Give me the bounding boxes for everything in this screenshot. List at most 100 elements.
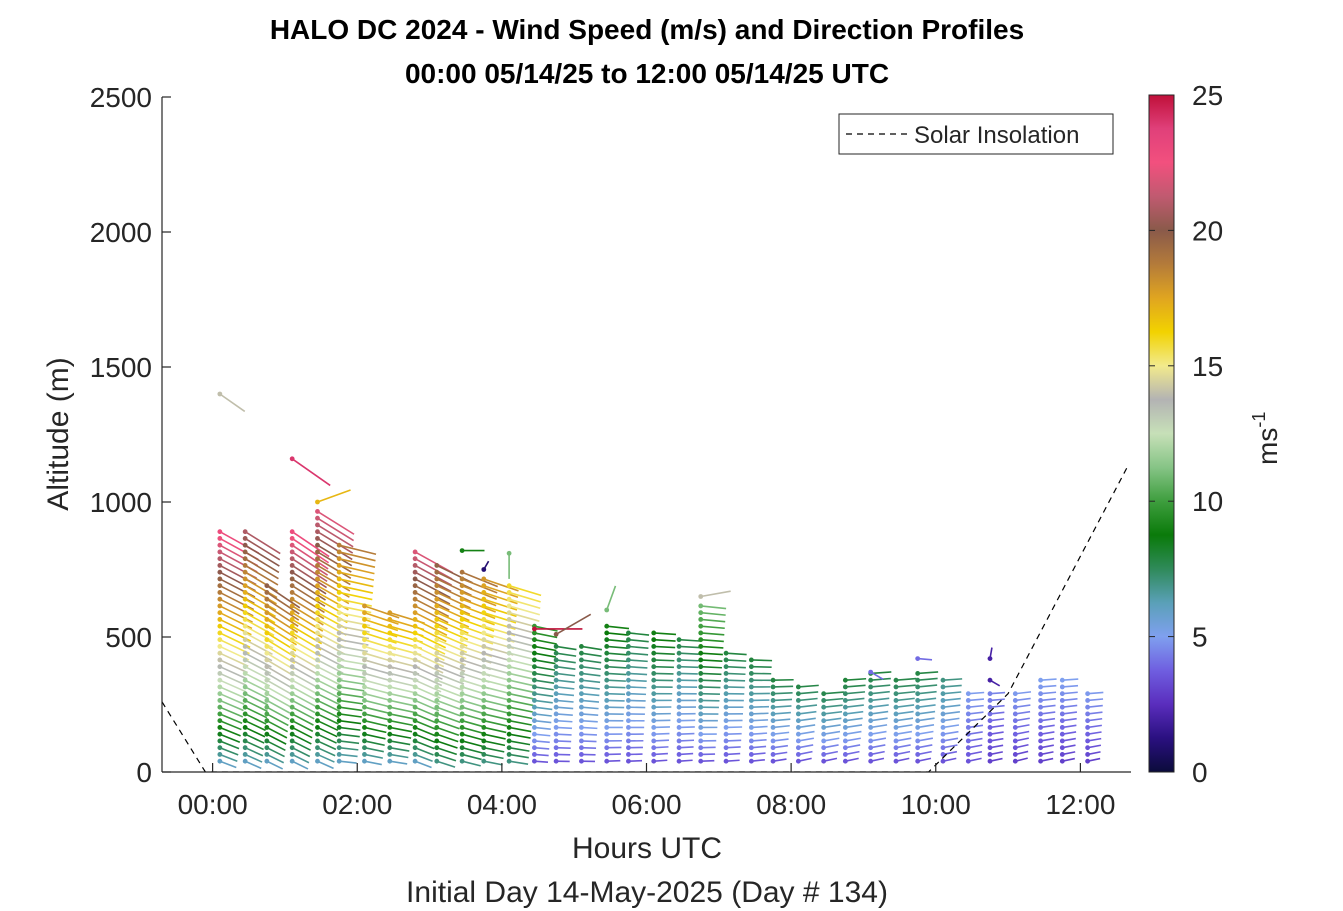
wind-barb-point [676, 691, 682, 697]
wind-barb [266, 693, 291, 708]
wind-barb [917, 717, 935, 722]
wind-barb-point [217, 745, 223, 751]
wind-barb-point [434, 596, 440, 602]
wind-barb-point [651, 725, 657, 730]
wind-barb-point [315, 623, 320, 629]
wind-barb-point [965, 758, 971, 764]
wind-barb [436, 591, 471, 609]
wind-barb-point [987, 691, 993, 697]
wind-barb-point [217, 731, 223, 737]
wind-barb-point [242, 623, 248, 629]
wind-barb [606, 638, 629, 643]
wind-barb-point [748, 677, 754, 683]
wind-barb-point [842, 725, 848, 730]
wind-barb-point [217, 576, 223, 582]
wind-barb-point [217, 542, 223, 548]
wind-barb-point [965, 725, 971, 730]
wind-barb [414, 753, 433, 762]
wind-barb-point [626, 684, 631, 690]
wind-barb-point [315, 691, 320, 697]
wind-barb-point [217, 718, 223, 724]
wind-barb-point [506, 617, 512, 622]
wind-barb [414, 686, 441, 699]
wind-barb-point [1012, 745, 1018, 751]
wind-barb [1015, 697, 1031, 702]
wind-barb [726, 732, 742, 735]
wind-barb-point [242, 731, 248, 737]
wind-barb-point [532, 752, 537, 757]
wind-barb [628, 679, 647, 682]
wind-barb [508, 611, 540, 622]
wind-barb-point [217, 704, 223, 710]
wind-barb-point [987, 698, 993, 703]
wind-barb-point [893, 745, 899, 751]
wind-barb [1015, 691, 1032, 695]
wind-barb-point [579, 731, 584, 737]
wind-barb [508, 719, 532, 726]
wind-barb-point [940, 718, 946, 724]
wind-barb [773, 692, 793, 695]
wind-barb [266, 666, 294, 683]
wind-barb [556, 706, 574, 710]
wind-barb-point [336, 563, 342, 568]
wind-barb-point [604, 650, 610, 656]
wind-barb-point [362, 731, 367, 737]
wind-barb [339, 665, 367, 672]
wind-barb [364, 611, 399, 625]
wind-barb-point [315, 650, 320, 656]
wind-barb-point [387, 644, 393, 649]
wind-barb [653, 632, 677, 636]
wind-barb-point [315, 515, 320, 521]
wind-barb-point [217, 391, 223, 397]
wind-barb [1015, 724, 1030, 729]
wind-barb [339, 706, 363, 712]
wind-barb-point [553, 657, 559, 663]
wind-barb-point [481, 567, 487, 572]
wind-barb [653, 665, 674, 669]
wind-barb [895, 684, 916, 688]
wind-barb-point [676, 752, 682, 757]
wind-barb-point [506, 704, 512, 710]
wind-barb-point [579, 752, 584, 757]
wind-barb-point [289, 549, 295, 555]
wind-barb [726, 665, 746, 669]
wind-barb-point [362, 610, 367, 616]
wind-barb [461, 605, 496, 620]
wind-barb-point [362, 738, 367, 744]
wind-barb-point [481, 664, 487, 670]
wind-barb-point [553, 691, 559, 697]
wind-barb-point [1038, 745, 1044, 751]
wind-barb-point [434, 637, 440, 643]
wind-barb-point [412, 745, 418, 751]
wind-barb-point [315, 499, 320, 505]
wind-barb-point [1059, 745, 1065, 751]
x-axis-sublabel: Initial Day 14-May-2025 (Day # 134) [406, 876, 888, 909]
wind-barb [436, 686, 463, 698]
wind-barb-point [698, 617, 704, 622]
wind-barb [581, 726, 598, 730]
wind-barb-point [795, 758, 801, 764]
wind-barb [581, 719, 598, 723]
wind-barb-point [868, 731, 874, 737]
wind-barb-point [893, 711, 899, 717]
wind-barb-point [289, 650, 295, 656]
wind-barb-point [748, 718, 754, 724]
wind-barb [291, 598, 325, 620]
wind-barb-point [242, 583, 248, 589]
wind-barb-point [940, 677, 946, 683]
wind-barb [244, 740, 264, 751]
wind-barb-point [676, 718, 682, 724]
wind-barb [244, 733, 265, 744]
wind-barb-point [723, 698, 729, 703]
wind-barb [968, 717, 984, 722]
wind-barb-point [868, 698, 874, 703]
wind-barb [389, 726, 413, 733]
wind-barb-point [748, 731, 754, 737]
wind-barb [798, 691, 819, 695]
wind-barb [870, 684, 891, 688]
wind-barb [461, 625, 494, 639]
wind-barb [219, 726, 241, 737]
wind-barb [414, 760, 432, 769]
wind-barb-point [315, 657, 320, 663]
wind-barb-point [915, 677, 921, 683]
